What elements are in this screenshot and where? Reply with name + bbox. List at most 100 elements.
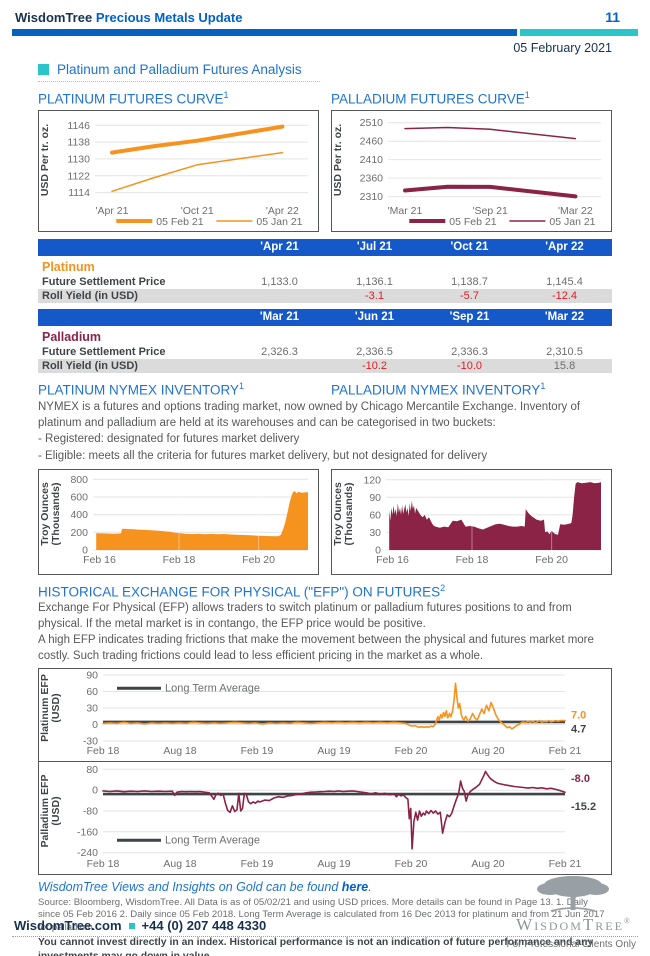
svg-text:0: 0 (82, 544, 88, 556)
roll-cell: -10.2 (327, 358, 422, 373)
palladium-futures-curve-chart: 2310 2360 2410 2460 2510 'Mar 21 'Sep 21 'Mar 2… (332, 111, 611, 231)
efp-title: HISTORICAL EXCHANGE FOR PHYSICAL ("EFP")… (38, 584, 441, 599)
svg-text:'Apr 21: 'Apr 21 (96, 205, 129, 217)
curve-headings-row: PLATINUM FUTURES CURVE1 PALLADIUM FUTURE… (38, 86, 612, 110)
brand-name: WisdomTree (15, 10, 93, 25)
palladium-inventory-heading: PALLADIUM NYMEX INVENTORY1 (331, 381, 612, 398)
platinum-inventory-title: PLATINUM NYMEX INVENTORY (38, 382, 240, 397)
efp-description-2: A high EFP indicates trading frictions t… (38, 634, 594, 662)
svg-text:200: 200 (70, 526, 88, 538)
main-content: PLATINUM FUTURES CURVE1 PALLADIUM FUTURE… (38, 86, 612, 956)
palladium-inventory-title: PALLADIUM NYMEX INVENTORY (331, 382, 541, 397)
svg-text:(Thousands): (Thousands) (50, 482, 62, 545)
svg-text:1138: 1138 (67, 136, 90, 148)
inventory-headings-row: PLATINUM NYMEX INVENTORY1 PALLADIUM NYME… (38, 373, 612, 400)
svg-text:(USD): (USD) (50, 796, 62, 825)
report-title: Precious Metals Update (95, 10, 243, 25)
metal-row: Platinum (38, 257, 612, 275)
svg-text:90: 90 (86, 669, 98, 681)
svg-text:'Oct 21: 'Oct 21 (181, 205, 214, 217)
here-link[interactable]: here (341, 879, 369, 894)
platinum-curve-chart-box: 1114 1122 1130 1138 1146 'Apr 21 'Oct 21 'Apr 2… (38, 109, 319, 232)
views-text: WisdomTree Views and Insights on Gold ca… (38, 879, 339, 894)
logo-wordmark: WisdomTree® (516, 916, 630, 933)
svg-text:2360: 2360 (360, 172, 384, 184)
row-label: Future Settlement Price (42, 275, 166, 288)
website-link[interactable]: WisdomTree.com (14, 918, 122, 933)
svg-text:(Thousands): (Thousands) (343, 482, 355, 545)
svg-text:Feb 20: Feb 20 (395, 858, 428, 870)
svg-text:Long Term Average: Long Term Average (165, 682, 260, 694)
svg-text:05 Jan 21: 05 Jan 21 (549, 216, 595, 228)
palladium-efp-chart: -240 -160 -80 0 80 Feb 18 Aug 18 Feb 19 Aug 19 Fe… (39, 762, 611, 874)
svg-text:Feb 20: Feb 20 (535, 554, 568, 566)
column-header: 'Mar 21 (232, 308, 327, 328)
svg-text:0: 0 (92, 719, 98, 731)
metal-name: Palladium (42, 329, 102, 344)
platinum-futures-table: 'Apr 21 'Jul 21 'Oct 21 'Apr 22 Platinum… (38, 238, 612, 303)
svg-text:05 Jan 21: 05 Jan 21 (256, 216, 302, 228)
svg-text:0: 0 (92, 784, 98, 796)
phone-number: +44 (0) 207 448 4330 (141, 918, 267, 933)
svg-text:0: 0 (375, 544, 381, 556)
roll-yield-row: Roll Yield (in USD) -10.2 -10.0 15.8 (38, 358, 612, 373)
price-cell: 1,136.1 (356, 275, 393, 288)
roll-cell: -10.0 (422, 358, 517, 373)
price-row: Future Settlement Price 2,326.3 2,336.5 … (38, 345, 612, 359)
section-title: Platinum and Palladium Futures Analysis (57, 62, 302, 77)
palladium-curve-title: PALLADIUM FUTURES CURVE (331, 91, 525, 107)
clients-note: For Professional Clients Only (506, 939, 637, 950)
page-number: 11 (605, 9, 620, 25)
svg-text:Feb 18: Feb 18 (87, 745, 120, 757)
price-cell: 1,145.4 (546, 275, 583, 288)
inventory-description: NYMEX is a futures and options trading m… (38, 401, 581, 429)
svg-text:30: 30 (86, 702, 98, 714)
header-rule-blue (12, 29, 517, 36)
svg-text:(USD): (USD) (50, 693, 62, 722)
svg-text:Palladium EFP: Palladium EFP (39, 774, 51, 847)
inventory-bullet-eligible: - Eligible: meets all the criteria for f… (38, 449, 488, 462)
svg-text:60: 60 (86, 686, 98, 698)
svg-text:Platinum EFP: Platinum EFP (39, 674, 51, 742)
svg-text:600: 600 (70, 491, 88, 503)
svg-text:120: 120 (363, 474, 381, 486)
footnote-sup: 1 (524, 90, 530, 100)
views-period: . (368, 879, 372, 894)
svg-text:05 Feb 21: 05 Feb 21 (156, 216, 203, 228)
svg-text:Feb 19: Feb 19 (241, 858, 274, 870)
svg-text:USD Per tr. oz.: USD Per tr. oz. (332, 123, 344, 195)
svg-text:Feb 21: Feb 21 (549, 745, 582, 757)
svg-text:-30: -30 (83, 735, 98, 747)
svg-text:Feb 20: Feb 20 (395, 745, 428, 757)
price-cell: 2,336.3 (451, 345, 488, 358)
svg-text:60: 60 (369, 509, 381, 521)
svg-text:Feb 20: Feb 20 (242, 554, 275, 566)
curve-charts-row: 1114 1122 1130 1138 1146 'Apr 21 'Oct 21 'Apr 2… (38, 109, 612, 232)
svg-text:-15.2: -15.2 (571, 800, 596, 812)
price-row: Future Settlement Price 1,133.0 1,136.1 … (38, 275, 612, 289)
svg-text:'Mar 22: 'Mar 22 (558, 205, 593, 217)
table-corner-cell (38, 238, 232, 258)
svg-text:'Sep 21: 'Sep 21 (473, 205, 508, 217)
svg-text:Aug 19: Aug 19 (317, 858, 350, 870)
table-header-row: 'Mar 21 'Jun 21 'Sep 21 'Mar 22 (38, 308, 612, 328)
registered-mark: ® (623, 916, 630, 926)
platinum-efp-chart: -30 0 30 60 90 Feb 18 Aug 18 Feb 19 Aug 19 Feb 20… (39, 669, 611, 761)
price-cell: 2,326.3 (261, 345, 298, 358)
column-header: 'Jul 21 (327, 238, 422, 258)
platinum-efp-chart-box: -30 0 30 60 90 Feb 18 Aug 18 Feb 19 Aug 19 Feb 20… (38, 667, 612, 762)
svg-text:Aug 19: Aug 19 (317, 745, 350, 757)
roll-cell: -3.1 (327, 288, 422, 303)
svg-text:2460: 2460 (360, 135, 384, 147)
svg-text:Feb 18: Feb 18 (87, 858, 120, 870)
svg-text:Feb 16: Feb 16 (83, 554, 116, 566)
metal-name: Platinum (42, 259, 95, 274)
inventory-charts-row: 0 200 400 600 800 Feb 16 Feb 18 Feb 20 Troy Ounc… (38, 468, 612, 575)
svg-text:800: 800 (70, 473, 88, 485)
svg-text:1114: 1114 (68, 187, 90, 199)
footnote-sup: 2 (440, 582, 446, 593)
row-label: Roll Yield (in USD) (38, 358, 232, 373)
svg-text:05 Feb 21: 05 Feb 21 (449, 216, 496, 228)
teal-square-icon (38, 64, 49, 75)
